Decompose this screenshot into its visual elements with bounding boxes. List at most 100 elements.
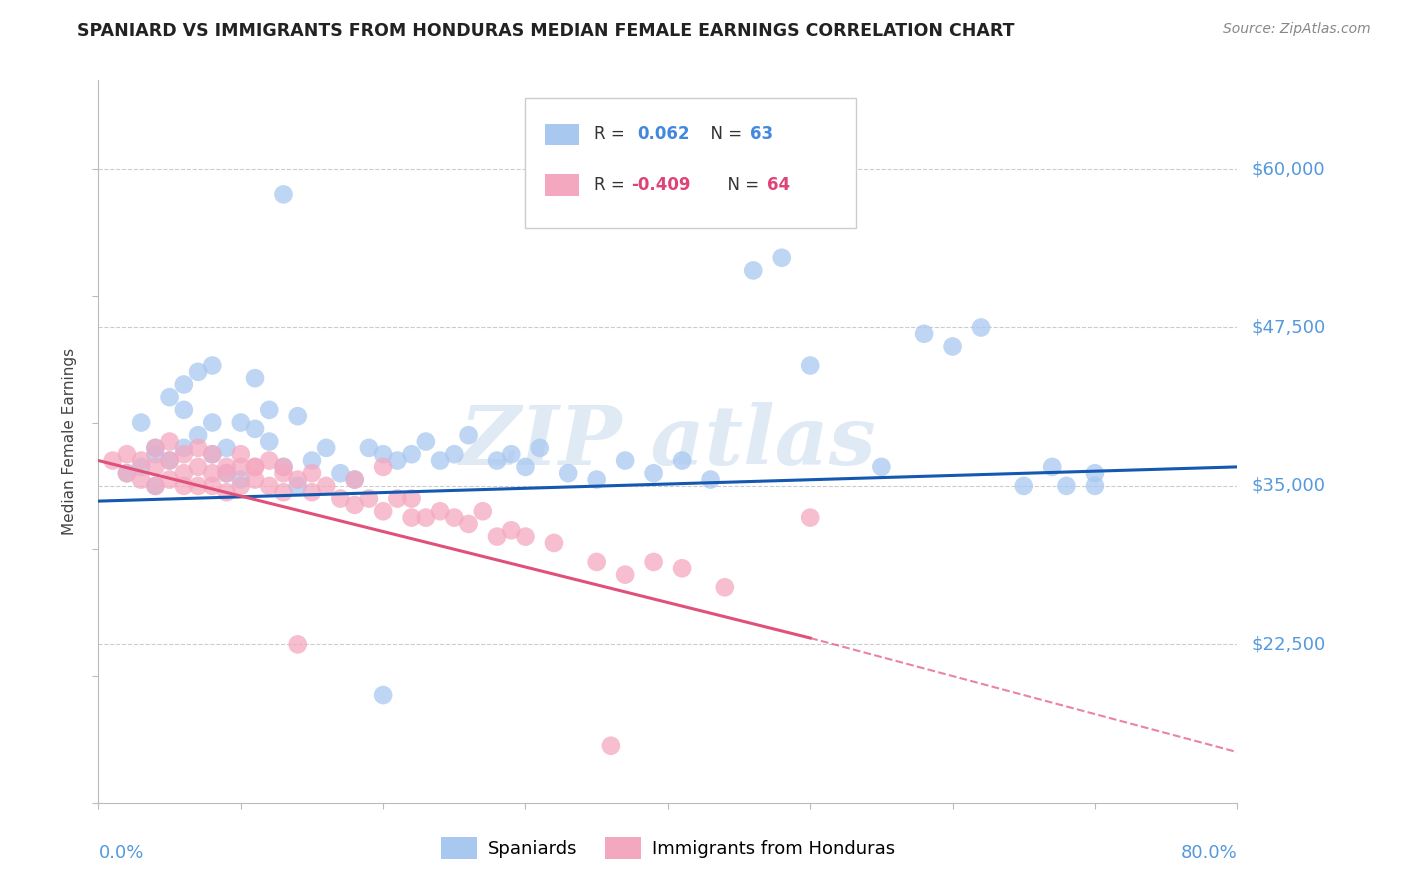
FancyBboxPatch shape: [526, 98, 856, 228]
Point: [145, 459, 167, 474]
Point: [145, 447, 167, 461]
Point: [614, 567, 637, 582]
Point: [243, 422, 266, 436]
Point: [870, 459, 893, 474]
Point: [486, 530, 509, 544]
Point: [912, 326, 935, 341]
Point: [643, 555, 665, 569]
Point: [173, 467, 195, 481]
Point: [614, 453, 637, 467]
Point: [373, 459, 395, 474]
Point: [471, 504, 494, 518]
Point: [373, 688, 395, 702]
Text: 80.0%: 80.0%: [1181, 845, 1237, 863]
Text: 63: 63: [749, 126, 773, 144]
Point: [770, 251, 793, 265]
Point: [301, 467, 323, 481]
Point: [273, 459, 295, 474]
FancyBboxPatch shape: [546, 174, 579, 196]
Point: [229, 459, 252, 474]
Text: SPANIARD VS IMMIGRANTS FROM HONDURAS MEDIAN FEMALE EARNINGS CORRELATION CHART: SPANIARD VS IMMIGRANTS FROM HONDURAS MED…: [77, 22, 1015, 40]
Point: [129, 459, 152, 474]
Point: [799, 359, 821, 373]
Point: [229, 416, 252, 430]
Point: [159, 473, 181, 487]
Point: [443, 447, 465, 461]
Point: [429, 504, 451, 518]
Point: [187, 365, 209, 379]
Point: [187, 441, 209, 455]
Text: N =: N =: [700, 126, 747, 144]
Point: [159, 434, 181, 449]
Text: $35,000: $35,000: [1251, 477, 1326, 495]
Point: [387, 491, 409, 506]
Point: [671, 453, 693, 467]
Text: 64: 64: [766, 176, 790, 194]
Point: [145, 479, 167, 493]
Point: [173, 447, 195, 461]
Point: [243, 459, 266, 474]
Point: [970, 320, 993, 334]
Point: [486, 453, 509, 467]
Point: [115, 447, 138, 461]
Point: [301, 485, 323, 500]
Point: [243, 371, 266, 385]
Point: [357, 441, 380, 455]
Point: [315, 441, 337, 455]
Point: [201, 479, 224, 493]
Point: [129, 473, 152, 487]
Point: [173, 479, 195, 493]
Point: [600, 739, 623, 753]
Point: [159, 453, 181, 467]
Point: [287, 409, 309, 424]
Point: [501, 447, 523, 461]
Point: [259, 479, 281, 493]
Point: [387, 453, 409, 467]
Point: [173, 377, 195, 392]
Point: [215, 467, 238, 481]
Point: [173, 441, 195, 455]
Point: [273, 467, 295, 481]
Point: [1084, 467, 1107, 481]
Point: [287, 479, 309, 493]
Point: [101, 453, 124, 467]
Point: [329, 467, 352, 481]
Point: [1084, 479, 1107, 493]
Point: [343, 498, 366, 512]
Point: [187, 428, 209, 442]
Point: [457, 428, 479, 442]
Point: [273, 485, 295, 500]
Point: [173, 402, 195, 417]
Point: [115, 467, 138, 481]
Point: [229, 479, 252, 493]
Point: [145, 479, 167, 493]
Point: [129, 416, 152, 430]
Point: [187, 459, 209, 474]
Point: [273, 459, 295, 474]
Point: [714, 580, 737, 594]
Point: [215, 459, 238, 474]
Point: [443, 510, 465, 524]
Point: [201, 447, 224, 461]
Point: [287, 637, 309, 651]
Point: [529, 441, 551, 455]
Point: [585, 555, 607, 569]
Text: R =: R =: [593, 126, 636, 144]
Y-axis label: Median Female Earnings: Median Female Earnings: [62, 348, 77, 535]
Point: [229, 447, 252, 461]
Point: [742, 263, 765, 277]
Text: $47,500: $47,500: [1251, 318, 1326, 336]
Point: [201, 467, 224, 481]
Point: [287, 473, 309, 487]
Text: $22,500: $22,500: [1251, 635, 1326, 653]
Point: [699, 473, 721, 487]
Point: [557, 467, 579, 481]
Text: N =: N =: [717, 176, 765, 194]
Point: [243, 459, 266, 474]
Point: [942, 339, 965, 353]
Point: [415, 434, 437, 449]
Point: [243, 473, 266, 487]
Text: 0.0%: 0.0%: [98, 845, 143, 863]
Point: [401, 510, 423, 524]
Point: [259, 453, 281, 467]
